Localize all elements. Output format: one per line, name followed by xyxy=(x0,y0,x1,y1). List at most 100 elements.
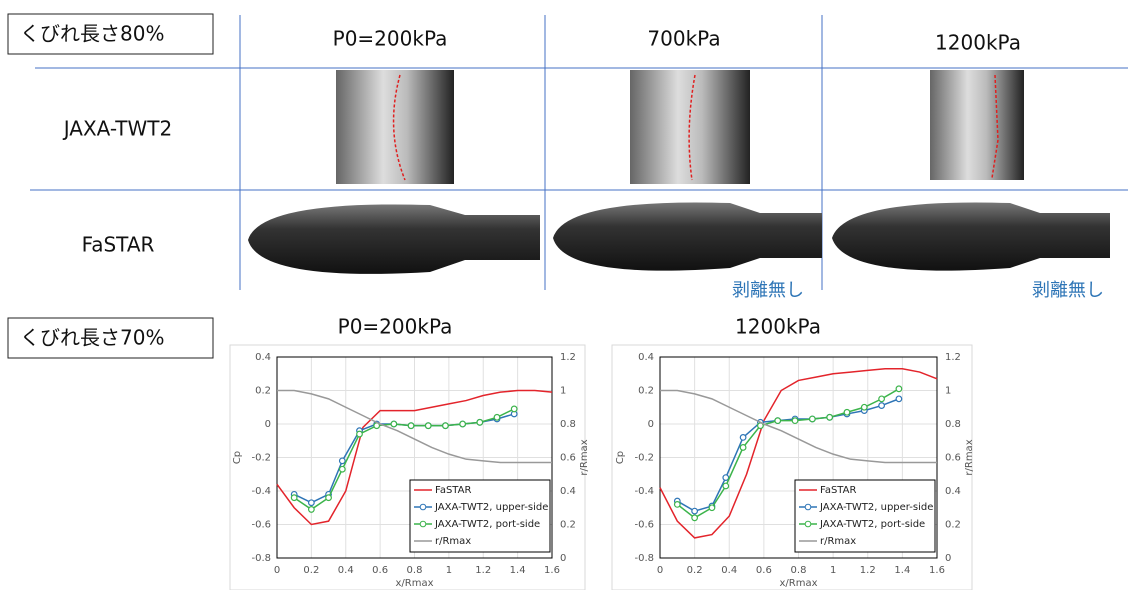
data-point xyxy=(510,405,518,413)
y2-tick-label: 0.4 xyxy=(560,486,576,497)
legend-label: r/Rmax xyxy=(820,536,856,547)
data-point xyxy=(390,420,398,428)
column-header: 1200kPa xyxy=(935,31,1021,55)
y-tick-label: 0.2 xyxy=(638,386,654,397)
y-tick-label: -0.8 xyxy=(251,553,271,564)
legend-label: JAXA-TWT2, upper-side xyxy=(819,502,933,513)
data-point xyxy=(493,413,501,421)
label-top: くびれ長さ80% xyxy=(20,22,164,46)
y2-tick-label: 1 xyxy=(560,386,566,397)
data-point xyxy=(307,506,315,513)
x-tick-label: 1.4 xyxy=(510,565,526,576)
data-point xyxy=(338,465,346,473)
y-tick-label: -0.8 xyxy=(634,553,654,564)
series-line xyxy=(276,389,553,526)
legend-marker xyxy=(804,503,812,511)
y2-tick-label: 1 xyxy=(945,386,951,397)
data-point xyxy=(673,501,681,508)
y-tick-label: 0.4 xyxy=(638,352,654,363)
x-axis-label: x/Rmax xyxy=(779,578,817,589)
label-box xyxy=(7,317,214,359)
data-point xyxy=(739,434,747,441)
y-tick-label: -0.6 xyxy=(634,520,654,531)
data-point xyxy=(895,385,903,393)
legend-label: JAXA-TWT2, upper-side xyxy=(434,502,548,513)
data-point xyxy=(808,415,816,423)
x-tick-label: 0 xyxy=(274,565,280,576)
y-axis-label: Cp xyxy=(232,451,243,464)
data-point xyxy=(739,444,747,451)
table-lines xyxy=(30,15,1128,290)
x-tick-label: 0 xyxy=(657,565,663,576)
x-tick-label: 0.8 xyxy=(407,565,423,576)
chart-title: 1200kPa xyxy=(735,315,821,339)
data-point xyxy=(878,402,885,409)
label-box xyxy=(7,13,214,55)
x-tick-label: 1 xyxy=(830,565,836,576)
data-point xyxy=(895,395,903,403)
label-bottom: くびれ長さ70% xyxy=(20,326,164,350)
x-tick-label: 1.6 xyxy=(929,565,945,576)
x-axis-label: x/Rmax xyxy=(395,578,433,589)
y2-tick-label: 1.2 xyxy=(560,352,576,363)
y2-tick-label: 0.6 xyxy=(945,453,961,464)
plot-border xyxy=(276,356,553,559)
y-tick-label: -0.4 xyxy=(251,486,271,497)
legend-label: JAXA-TWT2, port-side xyxy=(819,519,925,530)
y-axis-label: Cp xyxy=(615,451,626,464)
x-tick-label: 0.8 xyxy=(791,565,807,576)
data-point xyxy=(356,430,363,438)
data-point xyxy=(826,413,834,421)
y2-tick-label: 0 xyxy=(560,553,566,564)
x-tick-label: 0.2 xyxy=(687,565,703,576)
data-point xyxy=(476,418,484,426)
data-point xyxy=(722,482,730,490)
chart-title: P0=200kPa xyxy=(338,315,453,339)
data-point xyxy=(307,499,315,507)
legend-marker xyxy=(419,520,427,528)
y-tick-label: -0.6 xyxy=(251,520,271,531)
chart-frame xyxy=(611,344,973,591)
note: 剥離無し xyxy=(1032,280,1104,301)
data-point xyxy=(860,403,868,411)
y-tick-label: -0.2 xyxy=(634,453,654,464)
data-point xyxy=(691,514,699,522)
data-point xyxy=(338,457,346,465)
data-point xyxy=(290,494,298,502)
data-point xyxy=(774,417,782,425)
fastar-renders xyxy=(248,202,1110,274)
legend-label: r/Rmax xyxy=(435,536,471,547)
series-line xyxy=(277,389,552,464)
chart-frame xyxy=(229,344,586,591)
legend-label: FaSTAR xyxy=(820,485,856,496)
series-line xyxy=(659,367,938,539)
data-point xyxy=(442,422,449,430)
legend-label: FaSTAR xyxy=(435,485,471,496)
x-tick-label: 1.2 xyxy=(475,565,491,576)
y2-tick-label: 0 xyxy=(945,553,951,564)
y2-tick-label: 1.2 xyxy=(945,352,961,363)
y2-axis-label: r/Rmax xyxy=(579,439,590,475)
y-tick-label: 0.4 xyxy=(255,352,271,363)
row-header: JAXA-TWT2 xyxy=(62,117,173,141)
y2-tick-label: 0.6 xyxy=(560,453,576,464)
y2-tick-label: 0.2 xyxy=(945,520,961,531)
x-tick-label: 0.6 xyxy=(372,565,388,576)
legend-box xyxy=(794,479,936,553)
legend-marker xyxy=(419,503,427,511)
y2-tick-label: 0.8 xyxy=(945,419,961,430)
plot-border xyxy=(659,356,938,559)
y-tick-label: -0.2 xyxy=(251,453,271,464)
x-tick-label: 1.2 xyxy=(860,565,876,576)
y-tick-label: 0.2 xyxy=(255,386,271,397)
y2-tick-label: 0.8 xyxy=(560,419,576,430)
y2-tick-label: 0.4 xyxy=(945,486,961,497)
x-tick-label: 0.4 xyxy=(721,565,737,576)
x-tick-label: 0.2 xyxy=(303,565,319,576)
y-tick-label: -0.4 xyxy=(634,486,654,497)
x-tick-label: 1 xyxy=(446,565,452,576)
data-point xyxy=(691,507,699,515)
data-point xyxy=(459,420,467,428)
legend-marker xyxy=(804,520,812,528)
